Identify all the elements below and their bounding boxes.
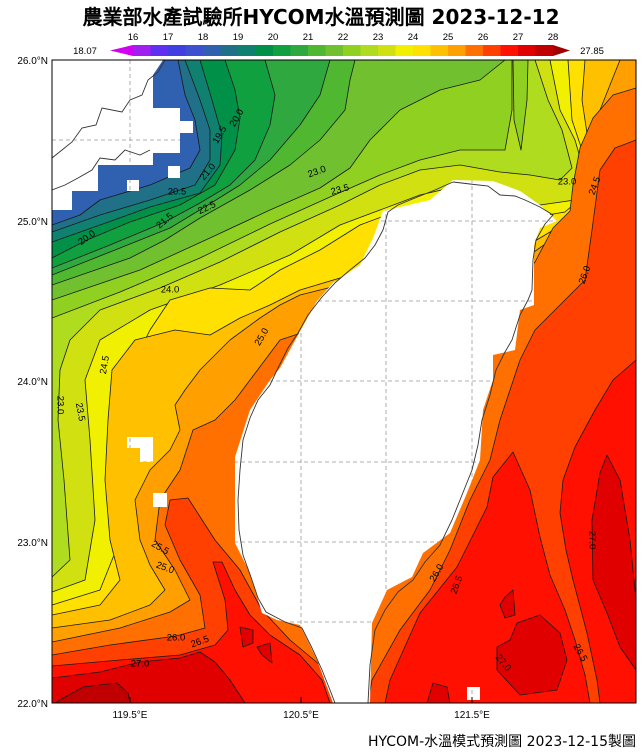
contour-label: 23.5 (73, 402, 87, 422)
island-mask (168, 166, 180, 178)
colorbar-legend (110, 45, 570, 56)
lat-label-23: 23.0°N (17, 538, 48, 549)
contour-label: 23.5 (330, 182, 351, 197)
colorbar-swatch (483, 45, 501, 56)
temp-band-27 (591, 454, 636, 671)
island-mask (467, 687, 480, 700)
colorbar-swatch (395, 45, 414, 56)
island-mask (127, 437, 153, 448)
colorbar-tick-label: 22 (338, 32, 349, 43)
taiwan-west-coastline (237, 181, 454, 703)
china-coastline-south (52, 149, 151, 191)
colorbar-tick-label: 26 (478, 32, 489, 43)
map-title: 農業部水產試驗所HYCOM水溫預測圖 2023-12-12 (83, 5, 560, 29)
lat-label-26: 26.0°N (17, 56, 48, 67)
lon-label-121-5: 121.5°E (454, 710, 490, 721)
island-mask (127, 180, 139, 191)
colorbar-swatch (500, 45, 519, 56)
contour-label: 23.0 (558, 177, 577, 188)
colorbar-tick-label: 24 (408, 32, 419, 43)
colorbar-swatch (448, 45, 466, 56)
colorbar-swatch (343, 45, 361, 56)
colorbar-swatch (133, 45, 151, 56)
colorbar-swatch (378, 45, 396, 56)
contour-label: 24.5 (98, 355, 112, 375)
colorbar-swatch (220, 45, 239, 56)
island-mask (153, 493, 167, 507)
colorbar-tick-label: 21 (303, 32, 314, 43)
colorbar-swatch (413, 45, 431, 56)
contour-label: 26.0 (167, 633, 186, 644)
contour-label: 20.5 (168, 187, 187, 198)
colorbar-swatch (185, 45, 204, 56)
contour-label: 27.0 (131, 659, 150, 670)
colorbar-max-label: 27.85 (580, 46, 604, 57)
colorbar-tick-label: 28 (548, 32, 559, 43)
colorbar-swatch (150, 45, 169, 56)
colorbar-swatch (308, 45, 326, 56)
colorbar-over-triangle (553, 45, 570, 56)
colorbar-tick-label: 19 (233, 32, 244, 43)
colorbar-tick-label: 20 (268, 32, 279, 43)
lon-label-120-5: 120.5°E (283, 710, 319, 721)
colorbar-swatch (168, 45, 186, 56)
colorbar-swatch (203, 45, 221, 56)
china-coastline (52, 60, 166, 159)
colorbar-swatch (238, 45, 256, 56)
colorbar-swatch (273, 45, 291, 56)
colorbar-swatch (360, 45, 379, 56)
colorbar-tick-label: 23 (373, 32, 384, 43)
temp-band-27-5 (54, 682, 131, 703)
taiwan-landmass (235, 180, 557, 703)
temp-band-22 (512, 60, 529, 151)
footer-credit: HYCOM-水溫模式預測圖 2023-12-15製圖 (368, 734, 636, 750)
coastlines (52, 60, 554, 703)
temp-band-27 (499, 589, 516, 619)
lon-label-119-5: 119.5°E (113, 710, 148, 721)
lat-label-25: 25.0°N (17, 217, 48, 228)
taiwan-east-coastline (367, 181, 554, 703)
colorbar-swatch (535, 45, 554, 56)
colorbar-swatch (465, 45, 484, 56)
colorbar-tick-label: 16 (128, 32, 139, 43)
colorbar-swatch (518, 45, 536, 56)
temp-band-27 (426, 682, 451, 703)
colorbar-tick-label: 25 (443, 32, 454, 43)
colorbar-swatch (290, 45, 309, 56)
lat-label-24: 24.0°N (17, 377, 48, 388)
temp-band-27 (256, 642, 273, 664)
contour-label: 24.0 (161, 285, 180, 296)
colorbar-swatch (430, 45, 449, 56)
map-area: 19.520.020.521.021.522.520.023.023.524.0… (52, 60, 636, 703)
contour-label: 27.0 (586, 531, 597, 550)
lat-label-22: 22.0°N (17, 699, 48, 710)
colorbar-under-triangle (110, 45, 133, 56)
temp-band-27 (239, 626, 254, 648)
island-mask (140, 448, 153, 462)
colorbar-tick-label: 17 (163, 32, 174, 43)
temp-band-27 (496, 614, 568, 696)
contour-label: 23.0 (54, 396, 65, 415)
map-frame (51, 59, 637, 704)
colorbar-tick-labels: 16 17 18 19 20 21 22 23 24 25 26 27 28 (128, 32, 559, 43)
colorbar-swatch (325, 45, 344, 56)
colorbar-min-label: 18.07 (73, 46, 97, 57)
colorbar-tick-label: 18 (198, 32, 209, 43)
colorbar-tick-label: 27 (513, 32, 524, 43)
colorbar-swatch (255, 45, 274, 56)
